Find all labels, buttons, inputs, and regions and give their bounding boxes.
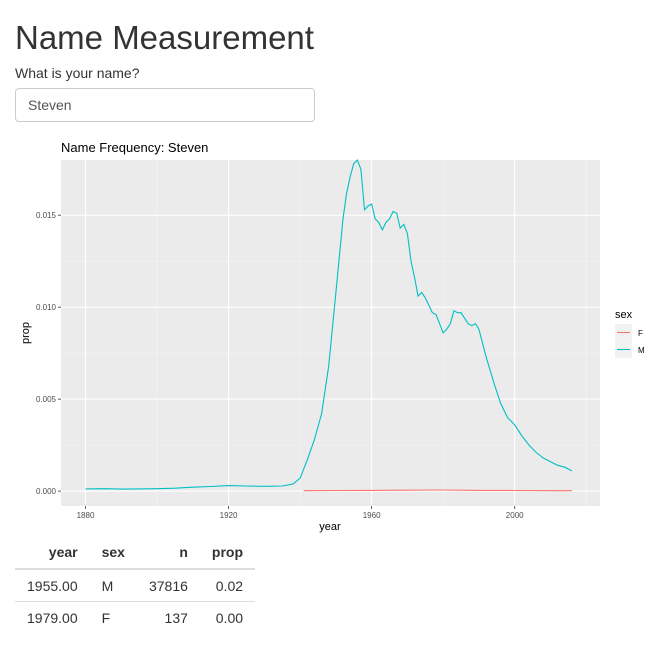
legend-label-F: F [638,329,643,338]
column-header: prop [199,536,256,570]
y-tick-label: 0.000 [36,487,57,496]
page-title: Name Measurement [15,19,314,56]
table-row: 1979.00 F 137 0.00 [15,601,256,633]
y-axis-label: prop [20,322,32,344]
table-cell: 0.00 [199,601,256,633]
series-lines [85,159,573,492]
y-tick-label: 0.010 [36,303,57,312]
x-tick-label: 1920 [220,511,238,520]
x-axis-label: year [319,521,341,533]
table-cell: F [89,601,137,633]
column-header: sex [89,536,137,570]
name-frequency-chart: Name Frequency: Steven 1880 1920 1960 2000 0… [20,140,645,533]
x-tick-label: 1880 [77,511,95,520]
series-line-F [303,489,572,492]
legend: sex FM [615,309,645,358]
summary-table: year sex n prop 1955.00 M 37816 0.02 197… [15,536,256,633]
table-cell: 0.02 [215,577,244,594]
legend-title: sex [615,309,633,321]
x-tick-label: 2000 [506,511,524,520]
table-cell: 137 [136,601,200,633]
name-input[interactable] [15,88,315,122]
name-input-label: What is your name? [15,65,140,81]
x-tick-label: 1960 [363,511,381,520]
table-cell: 1979.00 [15,601,90,633]
y-tick-label: 0.005 [36,395,57,404]
chart-title: Name Frequency: Steven [61,140,208,155]
table-cell: 37816 [148,577,188,594]
table-cell: 1955.00 [27,577,78,594]
table-row: 1955.00 M 37816 0.02 [15,569,255,602]
plot-panel [61,160,600,506]
series-line-M [85,159,573,490]
y-tick-label: 0.015 [36,211,57,220]
table-header-row: year sex n prop [15,536,256,570]
legend-label-M: M [638,346,645,355]
table-cell: M [101,577,114,594]
column-header: n [136,536,200,570]
axis-ticks: 1880 1920 1960 2000 0.000 0.005 0.010 0.015 [36,211,524,520]
column-header: year [15,536,90,570]
